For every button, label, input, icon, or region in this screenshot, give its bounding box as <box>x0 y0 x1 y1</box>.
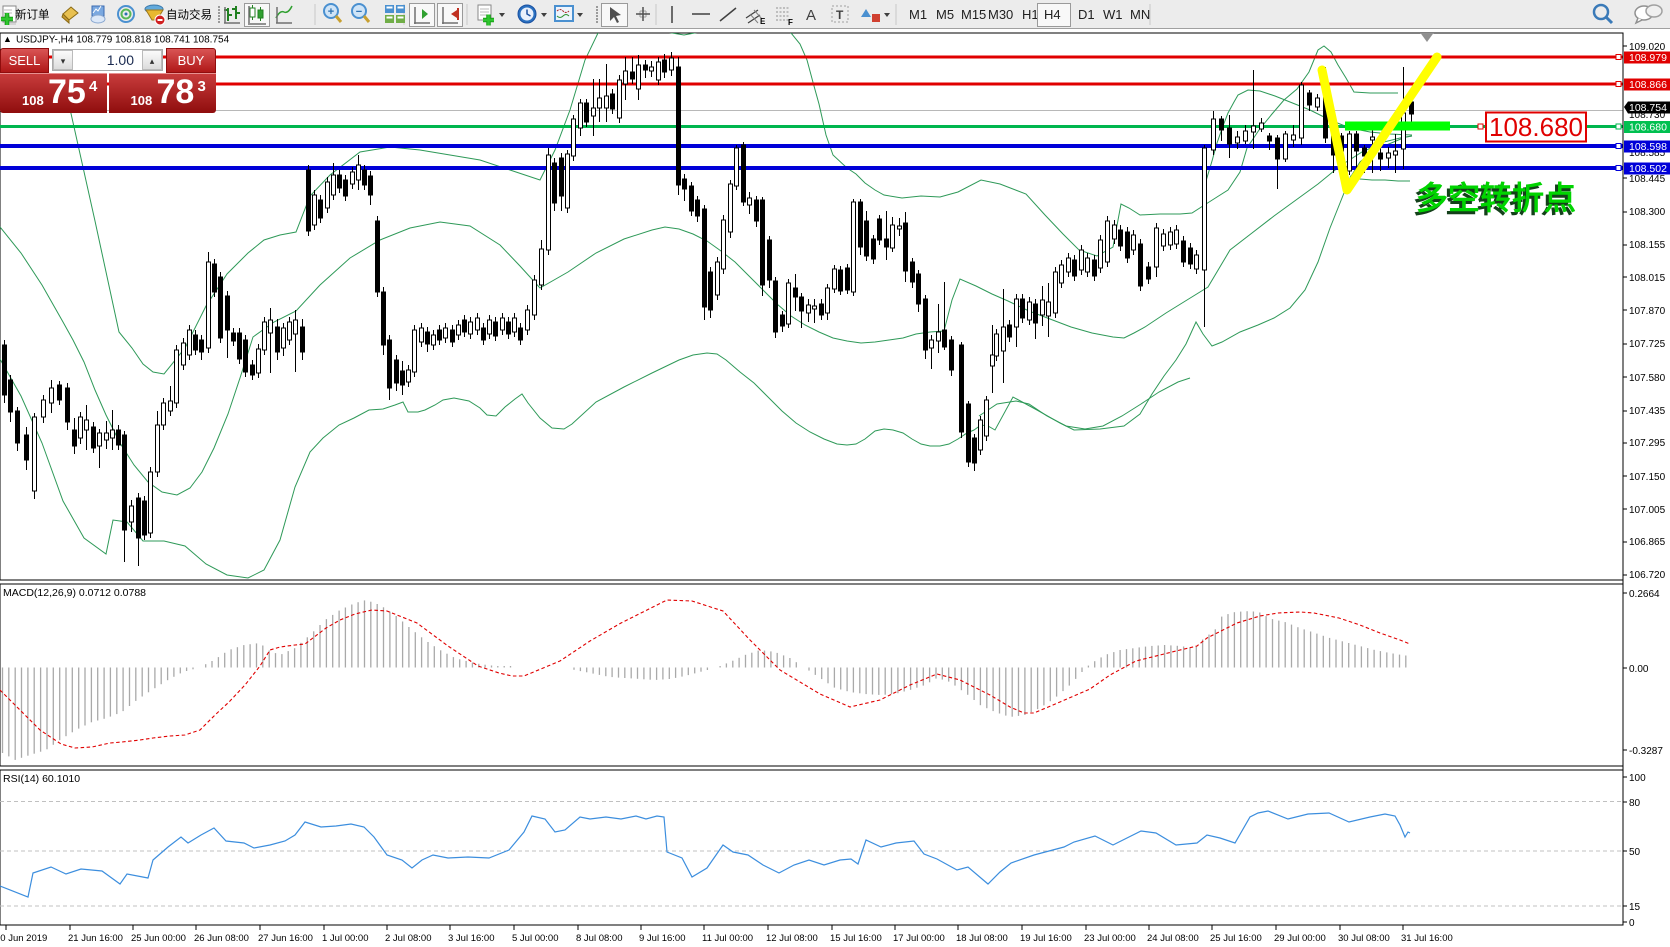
svg-text:0.00: 0.00 <box>1629 664 1649 675</box>
svg-text:9 Jul 16:00: 9 Jul 16:00 <box>639 933 685 944</box>
svg-text:18 Jul 08:00: 18 Jul 08:00 <box>956 933 1008 944</box>
svg-text:USDJPY-,H4 108.779 108.818 10: USDJPY-,H4 108.779 108.818 108.741 108.7… <box>16 35 230 46</box>
svg-text:W1: W1 <box>1103 7 1123 22</box>
svg-text:E: E <box>760 17 766 26</box>
svg-text:M30: M30 <box>988 7 1013 22</box>
svg-text:新订单: 新订单 <box>15 8 50 22</box>
svg-text:8 Jul 08:00: 8 Jul 08:00 <box>576 933 622 944</box>
svg-text:108.754: 108.754 <box>1629 102 1667 114</box>
svg-text:30 Jul 08:00: 30 Jul 08:00 <box>1338 933 1390 944</box>
svg-text:108.680: 108.680 <box>1629 122 1667 134</box>
svg-text:MACD(12,26,9) 0.0712 0.0788: MACD(12,26,9) 0.0712 0.0788 <box>3 587 146 599</box>
svg-text:17 Jul 00:00: 17 Jul 00:00 <box>893 933 945 944</box>
svg-text:107.150: 107.150 <box>1629 472 1666 483</box>
svg-text:多空转折点: 多空转折点 <box>1413 183 1573 219</box>
svg-text:107.870: 107.870 <box>1629 306 1666 317</box>
svg-text:19 Jul 16:00: 19 Jul 16:00 <box>1020 933 1072 944</box>
svg-text:109.020: 109.020 <box>1629 42 1666 53</box>
svg-text:D1: D1 <box>1078 7 1095 22</box>
svg-text:108.502: 108.502 <box>1629 163 1667 175</box>
svg-text:108.585: 108.585 <box>1629 148 1666 159</box>
svg-text:15: 15 <box>1629 902 1641 913</box>
svg-text:H4: H4 <box>1044 7 1061 22</box>
svg-text:108.979: 108.979 <box>1629 52 1667 64</box>
svg-text:108.730: 108.730 <box>1629 110 1666 121</box>
svg-text:▲: ▲ <box>3 34 12 44</box>
svg-text:25 Jul 16:00: 25 Jul 16:00 <box>1210 933 1262 944</box>
svg-text:12 Jul 08:00: 12 Jul 08:00 <box>766 933 818 944</box>
svg-text:+: + <box>328 6 334 18</box>
svg-text:15 Jul 16:00: 15 Jul 16:00 <box>830 933 882 944</box>
svg-text:107.580: 107.580 <box>1629 373 1666 384</box>
svg-text:20 Jun 2019: 20 Jun 2019 <box>0 933 47 944</box>
svg-text:26 Jun 08:00: 26 Jun 08:00 <box>194 933 249 944</box>
svg-text:M15: M15 <box>961 7 986 22</box>
svg-text:自动交易: 自动交易 <box>166 8 212 22</box>
svg-text:108.598: 108.598 <box>1629 141 1667 153</box>
svg-text:T: T <box>836 8 844 22</box>
svg-text:-0.3287: -0.3287 <box>1629 746 1663 757</box>
svg-text:2 Jul 08:00: 2 Jul 08:00 <box>385 933 431 944</box>
svg-text:23 Jul 00:00: 23 Jul 00:00 <box>1084 933 1136 944</box>
svg-text:MN: MN <box>1130 7 1150 22</box>
svg-text:107.725: 107.725 <box>1629 339 1666 350</box>
svg-text:H1: H1 <box>1022 7 1039 22</box>
svg-text:0.2664: 0.2664 <box>1629 589 1660 600</box>
svg-text:108.445: 108.445 <box>1629 174 1666 185</box>
svg-text:27 Jun 16:00: 27 Jun 16:00 <box>258 933 313 944</box>
svg-text:100: 100 <box>1629 773 1646 784</box>
svg-text:107.295: 107.295 <box>1629 438 1666 449</box>
svg-text:31 Jul 16:00: 31 Jul 16:00 <box>1401 933 1453 944</box>
svg-text:M5: M5 <box>936 7 954 22</box>
svg-text:108.866: 108.866 <box>1629 79 1667 91</box>
svg-text:1 Jul 00:00: 1 Jul 00:00 <box>322 933 368 944</box>
svg-text:−: − <box>356 6 362 18</box>
svg-text:29 Jul 00:00: 29 Jul 00:00 <box>1274 933 1326 944</box>
svg-text:106.865: 106.865 <box>1629 537 1666 548</box>
svg-text:5 Jul 00:00: 5 Jul 00:00 <box>512 933 558 944</box>
svg-text:108.300: 108.300 <box>1629 207 1666 218</box>
svg-text:50: 50 <box>1629 847 1641 858</box>
svg-text:24 Jul 08:00: 24 Jul 08:00 <box>1147 933 1199 944</box>
svg-text:108.015: 108.015 <box>1629 273 1666 284</box>
svg-text:21 Jun 16:00: 21 Jun 16:00 <box>68 933 123 944</box>
svg-text:107.005: 107.005 <box>1629 505 1666 516</box>
svg-text:108.680: 108.680 <box>1489 112 1583 142</box>
svg-text:25 Jun 00:00: 25 Jun 00:00 <box>131 933 186 944</box>
svg-text:108.155: 108.155 <box>1629 240 1666 251</box>
svg-text:F: F <box>788 18 793 27</box>
svg-text:M1: M1 <box>909 7 927 22</box>
svg-text:3 Jul 16:00: 3 Jul 16:00 <box>448 933 494 944</box>
svg-text:0: 0 <box>1629 918 1635 929</box>
svg-text:11 Jul 00:00: 11 Jul 00:00 <box>702 933 753 944</box>
svg-text:107.435: 107.435 <box>1629 406 1666 417</box>
svg-text:A: A <box>806 7 816 24</box>
svg-text:多空转折点: 多空转折点 <box>1416 180 1576 216</box>
svg-text:106.720: 106.720 <box>1629 570 1666 581</box>
svg-text:80: 80 <box>1629 798 1641 809</box>
svg-text:RSI(14) 60.1010: RSI(14) 60.1010 <box>3 773 80 785</box>
